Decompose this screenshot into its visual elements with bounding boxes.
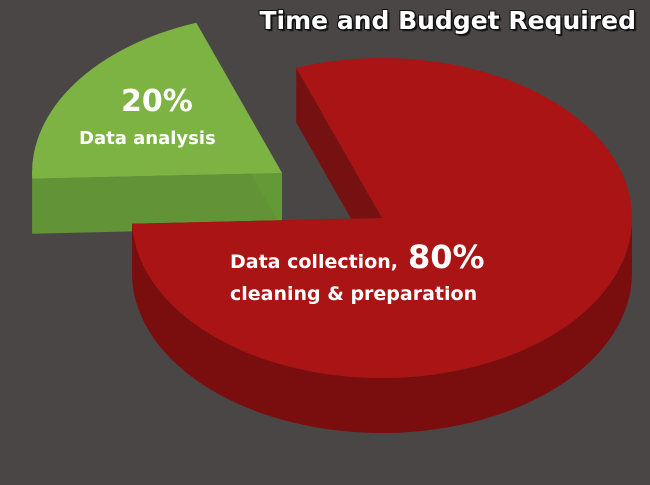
chart-title: Time and Budget Required bbox=[259, 6, 636, 35]
pie-slice-cut-data-analysis-0 bbox=[32, 173, 282, 234]
slice-label-data-analysis: Data analysis bbox=[79, 128, 216, 149]
pie-slice-side-data-collection-0 bbox=[132, 218, 632, 434]
slice-value-label-data-collection: 80% bbox=[408, 238, 485, 276]
pie-slice-data-analysis bbox=[32, 22, 282, 179]
pie-slice-data-collection bbox=[132, 57, 632, 379]
slice-label-data-collection-line2: cleaning & preparation bbox=[230, 283, 478, 305]
slice-value-label-data-analysis: 20% bbox=[121, 84, 193, 119]
slice-label-data-collection-line1: Data collection, bbox=[230, 251, 398, 273]
